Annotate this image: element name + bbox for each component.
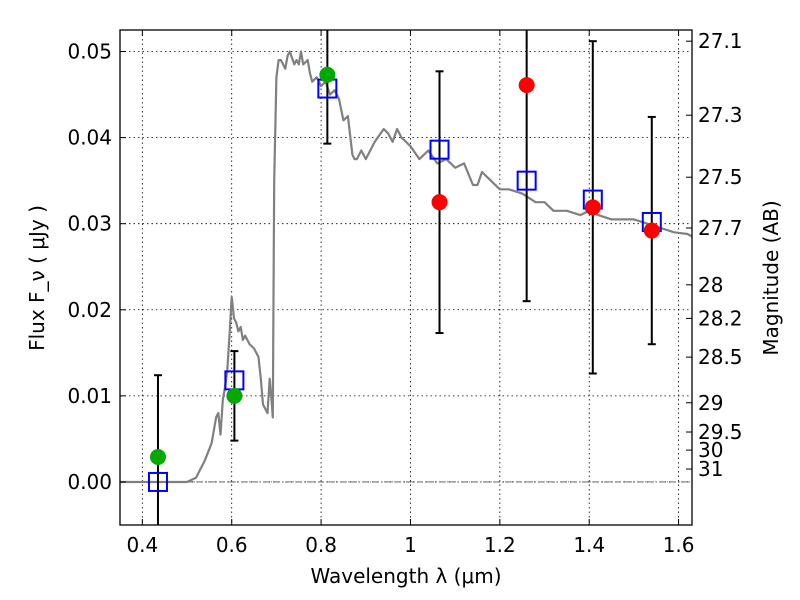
plot-frame bbox=[119, 29, 693, 526]
y2-tick-label: 28 bbox=[698, 273, 723, 297]
x-tick-label: 0.8 bbox=[305, 533, 337, 557]
x-tick-label: 0.4 bbox=[126, 533, 158, 557]
y2-tick-label: 27.5 bbox=[698, 165, 743, 189]
observed-point bbox=[226, 387, 243, 404]
y-tick-label: 0.01 bbox=[67, 384, 112, 408]
y2-tick-label: 27.7 bbox=[698, 216, 743, 240]
model-photometry-point bbox=[516, 170, 537, 191]
x-tick-label: 0.6 bbox=[216, 533, 248, 557]
y-tick-label: 0.05 bbox=[67, 40, 112, 64]
y2-tick-label: 29.5 bbox=[698, 420, 743, 444]
y2-tick-label: 27.3 bbox=[698, 103, 743, 127]
y2-tick-label: 28.5 bbox=[698, 345, 743, 369]
x-tick-label: 1.2 bbox=[484, 533, 516, 557]
ticks: 0.4 0.6 0.8 1 1.2 1.4 1.6 0.00 0.01 0.02 0.03 0.04 0… bbox=[67, 29, 742, 557]
y2-tick-label: 27.1 bbox=[698, 29, 743, 53]
y-tick-label: 0.00 bbox=[67, 470, 112, 494]
y-axis-label: Flux F_ν ( μJy ) bbox=[25, 205, 49, 351]
y2-axis-label: Magnitude (AB) bbox=[759, 200, 783, 355]
model-photometry-point bbox=[429, 139, 450, 160]
y-tick-label: 0.02 bbox=[67, 298, 112, 322]
x-axis-label: Wavelength λ (μm) bbox=[310, 564, 501, 588]
x-tick-label: 1.6 bbox=[663, 533, 695, 557]
observed-point bbox=[431, 194, 448, 211]
y2-tick-label: 31 bbox=[698, 457, 723, 481]
observed-point bbox=[643, 222, 660, 239]
spectrum-line bbox=[120, 50, 693, 484]
x-tick-label: 1.4 bbox=[573, 533, 605, 557]
y-tick-label: 0.04 bbox=[67, 126, 112, 150]
y2-tick-label: 28.2 bbox=[698, 306, 743, 330]
observed-point bbox=[518, 77, 535, 94]
y2-tick-label: 30 bbox=[698, 438, 723, 462]
observed-point bbox=[149, 448, 166, 465]
observed-point bbox=[584, 199, 601, 216]
x-tick-label: 1 bbox=[404, 533, 417, 557]
observed-point bbox=[319, 66, 336, 83]
y-tick-label: 0.03 bbox=[67, 212, 112, 236]
grid bbox=[120, 30, 692, 525]
plot-area bbox=[120, 30, 693, 525]
y2-tick-label: 29 bbox=[698, 391, 723, 415]
model-photometry-point bbox=[147, 471, 168, 492]
